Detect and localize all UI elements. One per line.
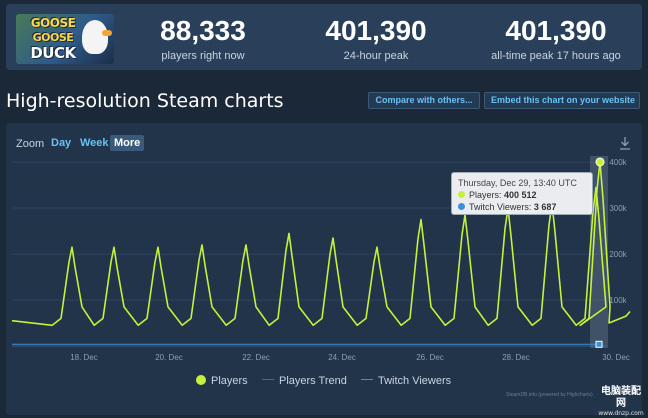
- tooltip-twitch-row: Twitch Viewers: 3 687: [458, 201, 586, 213]
- y-tick-label: 100k: [609, 296, 627, 305]
- players-chart[interactable]: 100k 200k 300k 400k 18. Dec 20. Dec 22. Dec 24.…: [6, 123, 642, 415]
- x-tick-label: 24. Dec: [328, 353, 356, 362]
- tooltip-twitch-label: Twitch Viewers:: [469, 202, 532, 212]
- stat-label: 24-hour peak: [343, 50, 409, 62]
- stat-value: 401,390: [325, 15, 427, 46]
- players-dot-icon: [458, 191, 465, 198]
- zoom-more-button[interactable]: More: [110, 135, 145, 151]
- twitch-point-marker: [595, 340, 603, 348]
- tooltip-twitch-value: 3 687: [533, 202, 557, 212]
- y-tick-label: 300k: [609, 204, 627, 213]
- stat-24h-peak: 401,390 24-hour peak: [306, 16, 446, 64]
- goose-illustration: [82, 20, 108, 54]
- legend-twitch-label: Twitch Viewers: [378, 375, 452, 387]
- legend-players-trend[interactable]: Players Trend: [262, 373, 347, 389]
- embed-chart-button[interactable]: Embed this chart on your website: [484, 92, 640, 109]
- twitch-legend-icon: [361, 379, 373, 380]
- stat-all-time-peak: 401,390 all-time peak 17 hours ago: [476, 16, 636, 64]
- x-tick-label: 28. Dec: [502, 353, 530, 362]
- legend-players[interactable]: Players: [196, 373, 248, 389]
- stat-label: all-time peak 17 hours ago: [491, 50, 621, 62]
- x-tick-label: 22. Dec: [242, 353, 270, 362]
- zoom-label: Zoom: [16, 138, 45, 150]
- tooltip-players-row: Players: 400 512: [458, 189, 586, 201]
- chart-tooltip: Thursday, Dec 29, 13:40 UTC Players: 400…: [451, 172, 593, 215]
- trend-legend-icon: [262, 379, 274, 380]
- y-tick-label: 400k: [609, 158, 627, 167]
- chart-panel: 100k 200k 300k 400k 18. Dec 20. Dec 22. Dec 24.…: [6, 123, 642, 415]
- stat-players-now: 88,333 players right now: [139, 16, 267, 64]
- logo-line-1: GOOSE: [30, 16, 76, 30]
- tooltip-players-value: 400 512: [504, 190, 537, 200]
- zoom-day-button[interactable]: Day: [51, 137, 72, 149]
- players-point-marker: [595, 157, 605, 167]
- chart-credit: SteamDB.info (powered by Highcharts): [506, 392, 593, 398]
- watermark-line-2: www.dnzp.com: [598, 410, 644, 417]
- legend-trend-label: Players Trend: [279, 375, 347, 387]
- x-tick-label: 26. Dec: [416, 353, 444, 362]
- game-logo[interactable]: GOOSE GOOSE DUCK: [16, 14, 114, 64]
- x-tick-label: 30. Dec: [602, 353, 630, 362]
- legend-players-label: Players: [211, 375, 248, 387]
- download-icon[interactable]: [618, 135, 632, 151]
- logo-line-3: DUCK: [30, 44, 76, 62]
- compare-button[interactable]: Compare with others...: [368, 92, 480, 109]
- stats-bar: GOOSE GOOSE DUCK 88,333 players right no…: [6, 4, 642, 70]
- legend-twitch-viewers[interactable]: Twitch Viewers: [361, 373, 451, 389]
- players-series-line: [11, 161, 631, 327]
- tooltip-date: Thursday, Dec 29, 13:40 UTC: [458, 178, 577, 188]
- stat-value: 401,390: [505, 15, 607, 46]
- players-legend-icon: [196, 375, 206, 385]
- twitch-dot-icon: [458, 203, 465, 210]
- stat-value: 88,333: [160, 15, 246, 46]
- section-title: High-resolution Steam charts: [6, 90, 284, 112]
- x-tick-label: 18. Dec: [70, 353, 98, 362]
- site-watermark: 电脑装配网 www.dnzp.com: [598, 386, 644, 418]
- zoom-week-button[interactable]: Week: [80, 137, 109, 149]
- x-tick-label: 20. Dec: [155, 353, 183, 362]
- watermark-line-1: 电脑装配网: [601, 386, 641, 409]
- tooltip-players-label: Players:: [469, 190, 502, 200]
- logo-line-2: GOOSE: [32, 31, 74, 44]
- stat-label: players right now: [161, 50, 245, 62]
- y-tick-label: 200k: [609, 250, 627, 259]
- goose-beak: [102, 30, 112, 36]
